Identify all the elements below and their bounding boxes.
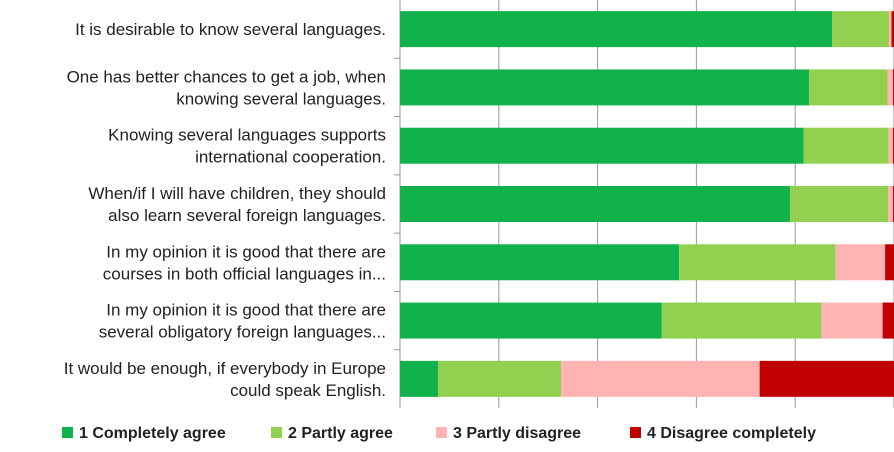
bar-segment <box>400 186 791 222</box>
bar-segment <box>809 69 888 106</box>
category-label: knowing several languages. <box>176 89 386 108</box>
legend-label: 3 Partly disagree <box>453 425 581 442</box>
category-label: It would be enough, if everybody in Euro… <box>64 359 386 378</box>
category-label: international cooperation. <box>195 148 386 167</box>
category-label: also learn several foreign languages. <box>108 206 386 225</box>
bar-segment <box>561 360 760 397</box>
bar-segment <box>821 302 883 339</box>
legend-swatch <box>271 427 282 438</box>
legend-swatch <box>630 427 641 438</box>
legend: 1 Completely agree 2 Partly agree 3 Partly… <box>62 425 816 442</box>
bar-segment <box>400 302 662 339</box>
bar-segment <box>679 244 836 281</box>
category-labels: It is desirable to know several language… <box>64 20 386 400</box>
bar-segment <box>790 186 889 222</box>
bar-segment <box>400 244 680 281</box>
bar-segment <box>661 302 822 339</box>
bar-segment <box>438 360 562 397</box>
bar-segment <box>400 11 833 48</box>
bar-segment <box>835 244 886 281</box>
bar-segment <box>888 127 894 164</box>
category-label: several obligatory foreign languages... <box>99 323 386 342</box>
bar-segment <box>885 244 894 281</box>
category-label: In my opinion it is good that there are <box>106 301 386 320</box>
legend-swatch <box>436 427 447 438</box>
bar-segment <box>891 11 894 48</box>
legend-swatch <box>62 427 73 438</box>
category-label: When/if I will have children, they shoul… <box>88 184 386 203</box>
bar-segment <box>882 302 894 339</box>
bar-segment <box>803 127 889 164</box>
bar-segment <box>887 69 894 106</box>
bar-segment <box>832 11 890 48</box>
category-label: Knowing several languages supports <box>108 126 386 145</box>
legend-label: 1 Completely agree <box>79 425 226 442</box>
category-label: In my opinion it is good that there are <box>106 242 386 261</box>
bar-segment <box>889 11 892 48</box>
category-label: It is desirable to know several language… <box>75 20 386 39</box>
category-label: courses in both official languages in... <box>103 264 386 283</box>
legend-label: 4 Disagree completely <box>647 425 816 442</box>
category-label: One has better chances to get a job, whe… <box>67 67 386 86</box>
bar-segment <box>888 186 894 222</box>
category-label: could speak English. <box>230 381 386 400</box>
bar-segment <box>759 360 894 397</box>
legend-label: 2 Partly agree <box>288 425 393 442</box>
bar-segment <box>400 69 810 106</box>
bar-segment <box>400 360 439 397</box>
bar-segment <box>400 127 804 164</box>
bars <box>400 11 894 397</box>
